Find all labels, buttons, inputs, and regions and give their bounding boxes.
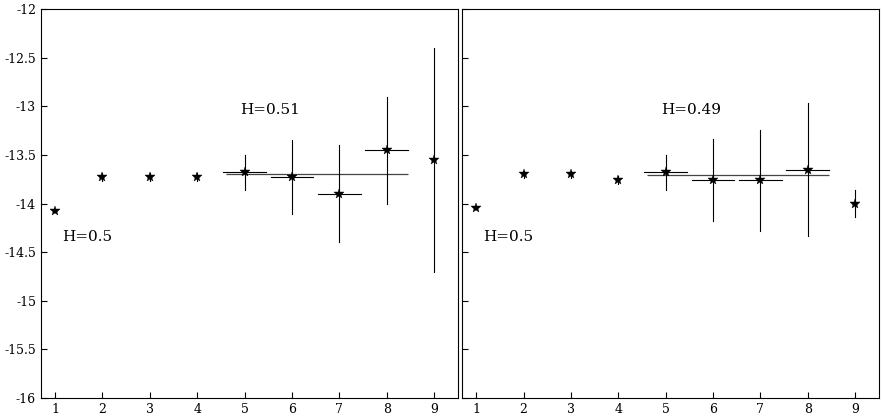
Text: H=0.51: H=0.51 [240,103,299,117]
Text: H=0.5: H=0.5 [483,229,533,244]
Text: H=0.5: H=0.5 [62,229,112,244]
Text: H=0.49: H=0.49 [660,103,721,117]
